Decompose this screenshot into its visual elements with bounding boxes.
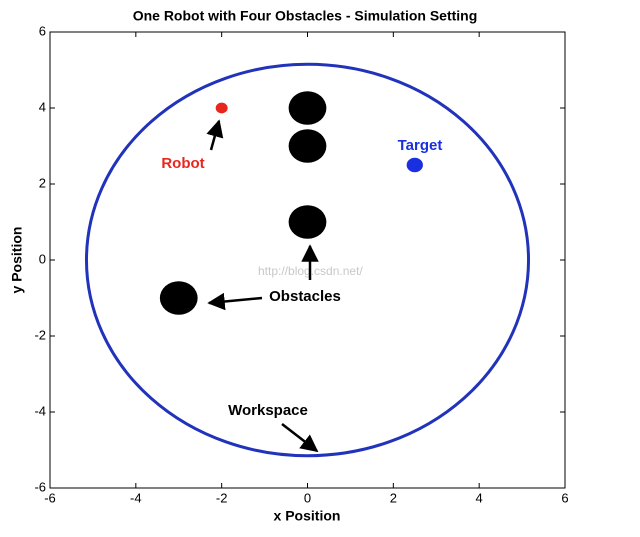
point [288, 205, 327, 239]
x-tick-label: -2 [216, 490, 228, 505]
y-tick-label: 0 [39, 251, 46, 266]
annotation: Obstacles [269, 288, 341, 305]
x-axis-label: x Position [274, 508, 341, 524]
point [288, 129, 327, 163]
annotation-arrow [206, 119, 224, 151]
y-tick-label: 6 [39, 23, 46, 38]
chart-title: One Robot with Four Obstacles - Simulati… [133, 8, 478, 24]
y-tick-label: -2 [34, 327, 46, 342]
x-tick-label: 2 [390, 490, 397, 505]
y-tick-label: 2 [39, 175, 46, 190]
point [215, 102, 228, 114]
x-tick-label: 4 [476, 490, 483, 505]
x-tick-label: -4 [130, 490, 142, 505]
y-tick-label: 4 [39, 99, 46, 114]
annotation-arrow [207, 292, 263, 311]
y-axis-label: y Position [9, 227, 25, 294]
x-tick-label: 0 [304, 490, 311, 505]
y-tick-label: -4 [34, 403, 46, 418]
x-tick-label: 6 [561, 490, 568, 505]
y-tick-label: -6 [34, 479, 46, 494]
point [406, 157, 423, 173]
workspace-boundary [84, 62, 531, 458]
annotation: Target [398, 137, 443, 154]
point [288, 91, 327, 125]
annotation: Workspace [228, 402, 308, 419]
annotation-arrow [281, 423, 319, 453]
x-tick-label: -6 [44, 490, 56, 505]
point [159, 281, 198, 315]
annotation: Robot [161, 155, 204, 172]
